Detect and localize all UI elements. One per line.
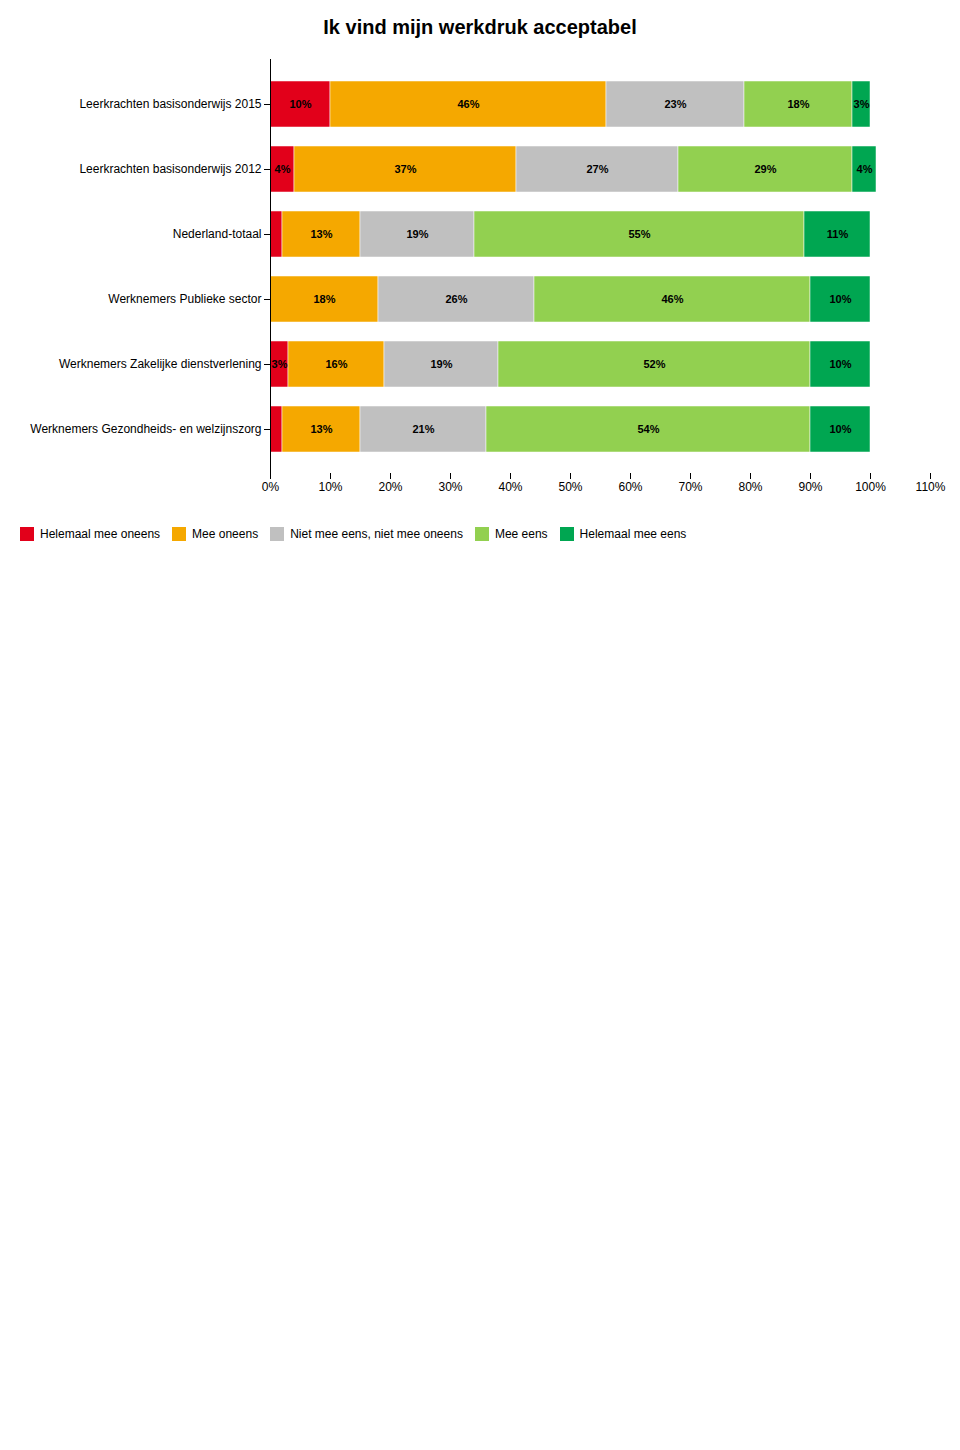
svg-text:26%: 26%	[445, 293, 467, 305]
svg-text:55%: 55%	[628, 228, 650, 240]
svg-text:18%: 18%	[313, 293, 335, 305]
svg-text:4%: 4%	[857, 163, 873, 175]
svg-text:90%: 90%	[798, 480, 822, 494]
html-text:Mee eens: Mee eens	[494, 526, 548, 541]
html-text:Helemaal mee oneens: Helemaal mee oneens	[40, 526, 161, 541]
svg-text:10%: 10%	[318, 480, 342, 494]
svg-text:40%: 40%	[498, 480, 522, 494]
svg-text:4%: 4%	[275, 163, 291, 175]
svg-text:30%: 30%	[438, 480, 462, 494]
svg-text:0%: 0%	[262, 480, 280, 494]
svg-text:54%: 54%	[637, 423, 659, 435]
svg-text:19%: 19%	[430, 358, 452, 370]
svg-text:10%: 10%	[829, 358, 851, 370]
svg-text:13%: 13%	[310, 228, 332, 240]
html-text:Mee oneens: Mee oneens	[192, 526, 259, 541]
svg-text:18%: 18%	[787, 98, 809, 110]
svg-text:60%: 60%	[618, 480, 642, 494]
svg-text:11%: 11%	[827, 228, 849, 240]
svg-text:Werknemers Publieke sector: Werknemers Publieke sector	[108, 292, 261, 306]
svg-text:70%: 70%	[678, 480, 702, 494]
svg-text:Nederland-totaal: Nederland-totaal	[173, 227, 262, 241]
svg-text:100%: 100%	[855, 480, 886, 494]
svg-text:110%: 110%	[916, 480, 946, 494]
svg-text:37%: 37%	[394, 163, 416, 175]
svg-text:46%: 46%	[661, 293, 683, 305]
svg-text:3%: 3%	[272, 358, 288, 370]
svg-text:27%: 27%	[586, 163, 608, 175]
svg-text:20%: 20%	[378, 480, 402, 494]
svg-text:Werknemers Gezondheids- en wel: Werknemers Gezondheids- en welzijnszorg	[30, 422, 261, 436]
svg-text:21%: 21%	[412, 423, 434, 435]
svg-text:29%: 29%	[754, 163, 776, 175]
svg-text:52%: 52%	[643, 358, 665, 370]
svg-text:Werknemers Zakelijke dienstver: Werknemers Zakelijke dienstverlening	[59, 357, 262, 371]
svg-text:10%: 10%	[829, 293, 851, 305]
svg-text:23%: 23%	[664, 98, 686, 110]
svg-text:16%: 16%	[325, 358, 347, 370]
svg-text:3%: 3%	[854, 98, 870, 110]
html-text:Helemaal mee eens: Helemaal mee eens	[579, 526, 687, 541]
svg-text:10%: 10%	[829, 423, 851, 435]
svg-text:50%: 50%	[558, 480, 582, 494]
svg-text:10%: 10%	[289, 98, 311, 110]
svg-text:13%: 13%	[310, 423, 332, 435]
svg-text:80%: 80%	[738, 480, 762, 494]
html-text:Ik vind mijn werkdruk acceptab: Ik vind mijn werkdruk acceptabel	[323, 16, 637, 38]
svg-text:19%: 19%	[406, 228, 428, 240]
svg-text:Leerkrachten basisonderwijs 20: Leerkrachten basisonderwijs 2012	[79, 162, 261, 176]
svg-text:Leerkrachten basisonderwijs 20: Leerkrachten basisonderwijs 2015	[79, 97, 261, 111]
html-text:Niet mee eens, niet mee oneens: Niet mee eens, niet mee oneens	[290, 526, 463, 541]
svg-text:46%: 46%	[457, 98, 479, 110]
